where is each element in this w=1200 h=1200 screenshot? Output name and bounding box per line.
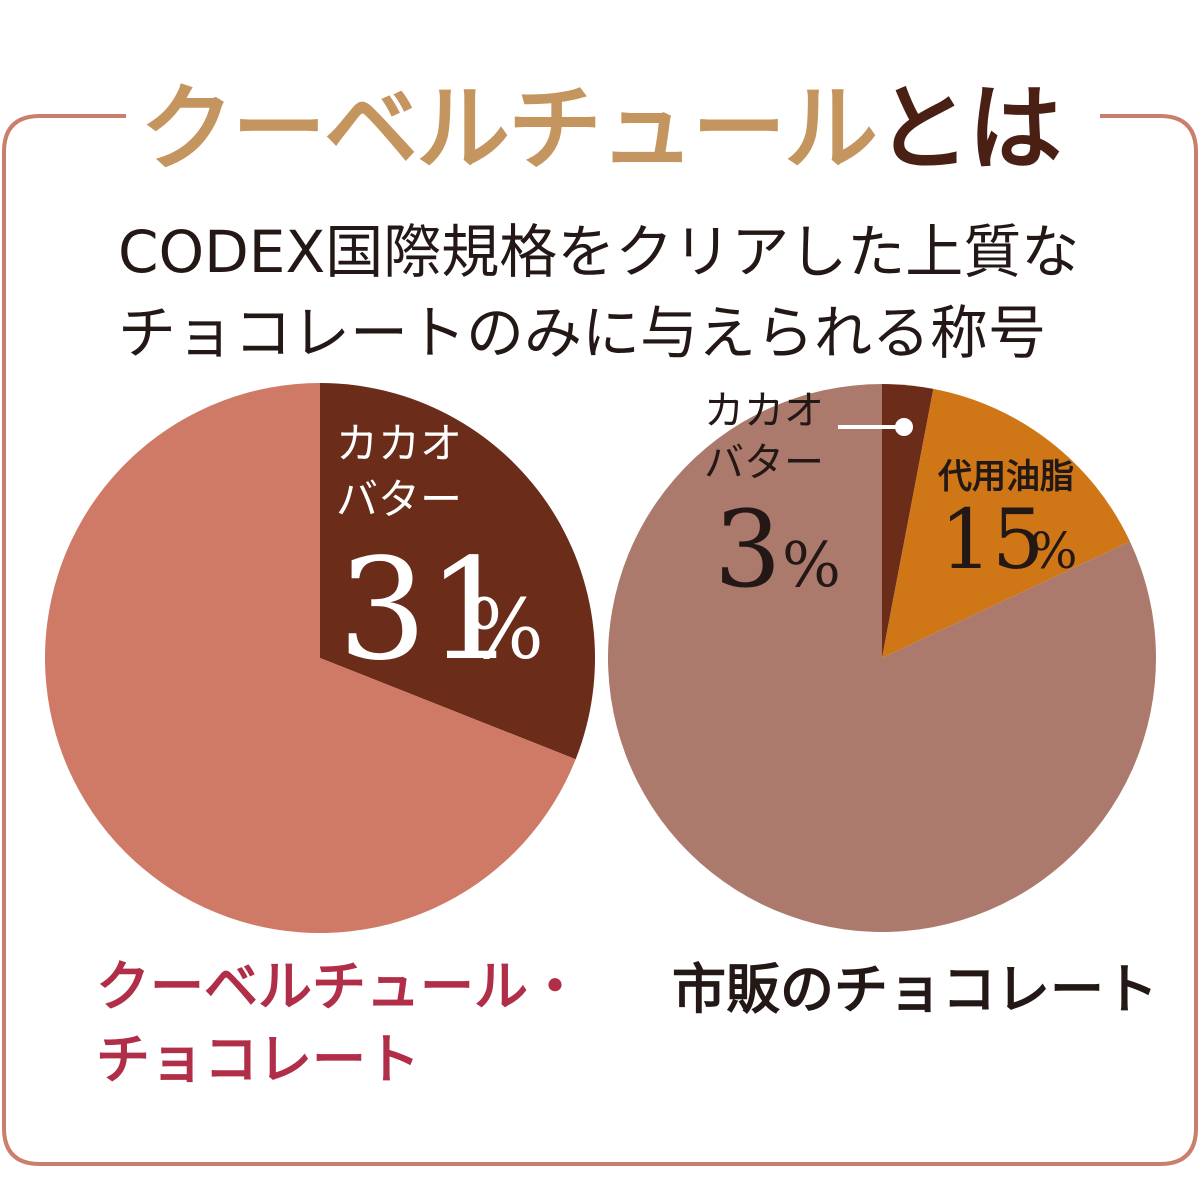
right-cocoa-value: 3 <box>714 488 781 611</box>
left-cocoa-percent: % <box>466 583 544 678</box>
right-cocoa-label-line2: バター <box>704 440 824 486</box>
commercial-slice-0 <box>882 384 934 658</box>
substitute-fat-percent: % <box>1030 522 1078 580</box>
subtitle-line-2: チョコレートのみに与えられる称号 <box>118 299 1047 368</box>
caption-commercial: 市販のチョコレート <box>672 958 1158 1021</box>
page-title: クーベルチュールとは <box>0 78 1200 181</box>
right-cocoa-leader-dot <box>895 418 913 436</box>
couverture-slice-1 <box>45 383 576 933</box>
caption-couverture-line2: チョコレート <box>96 1028 420 1092</box>
pie-chart-commercial <box>607 384 1156 933</box>
title-highlight: クーベルチュール <box>139 75 878 184</box>
frame-border <box>2 114 1198 1166</box>
caption-couverture: クーベルチュール・ チョコレート <box>96 950 582 1097</box>
left-cocoa-label-line1: カカオ <box>336 419 462 468</box>
left-cocoa-label-line2: バター <box>336 475 462 524</box>
subtitle-line-1: CODEX国際規格をクリアした上質な <box>118 218 1080 286</box>
left-cocoa-value: 31 <box>338 529 516 692</box>
substitute-fat-value: 15 <box>940 493 1044 588</box>
right-cocoa-label-line1: カカオ <box>704 388 824 434</box>
pie-chart-couverture <box>45 383 596 933</box>
right-cocoa-percent: % <box>782 528 841 601</box>
substitute-fat-label: 代用油脂 <box>937 457 1074 497</box>
couverture-slice-0 <box>320 383 596 760</box>
commercial-slice-1 <box>882 388 1130 658</box>
subtitle: CODEX国際規格をクリアした上質な チョコレートのみに与えられる称号 <box>118 212 1158 374</box>
commercial-slice-2 <box>607 384 1156 933</box>
caption-couverture-line1: クーベルチュール・ <box>96 955 582 1018</box>
title-suffix: とは <box>876 75 1062 184</box>
